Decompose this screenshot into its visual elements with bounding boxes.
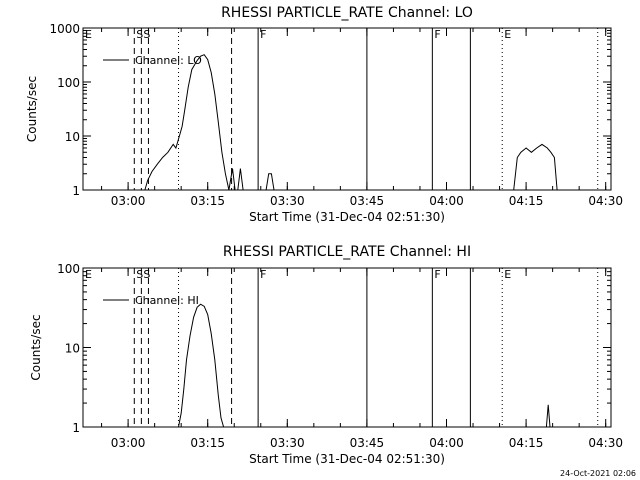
event-label: S bbox=[143, 268, 150, 281]
chart-title: RHESSI PARTICLE_RATE Channel: HI bbox=[223, 244, 471, 260]
footer-timestamp: 24-Oct-2021 02:06 bbox=[560, 469, 636, 478]
series-line bbox=[178, 303, 551, 428]
x-tick-label: 03:30 bbox=[270, 194, 305, 208]
y-tick-label: 1000 bbox=[49, 22, 80, 36]
x-tick-label: 04:15 bbox=[509, 436, 544, 450]
x-tick-label: 03:00 bbox=[111, 436, 146, 450]
event-label: S bbox=[136, 268, 143, 281]
y-axis-label: Counts/sec bbox=[25, 76, 39, 142]
plot-frame bbox=[82, 267, 612, 428]
x-tick-label: 03:30 bbox=[270, 436, 305, 450]
y-axis-label: Counts/sec bbox=[29, 314, 43, 380]
event-label: F bbox=[434, 28, 440, 41]
plot-frame bbox=[82, 27, 612, 191]
x-tick-label: 03:45 bbox=[350, 436, 385, 450]
event-label: S bbox=[136, 28, 143, 41]
y-tick-label: 1 bbox=[72, 184, 80, 198]
x-axis-label: Start Time (31-Dec-04 02:51:30) bbox=[249, 210, 445, 224]
chart-title: RHESSI PARTICLE_RATE Channel: LO bbox=[221, 5, 473, 21]
y-tick-label: 100 bbox=[57, 76, 80, 90]
y-tick-label: 100 bbox=[57, 262, 80, 276]
legend-label: Channel: LO bbox=[135, 54, 202, 67]
x-tick-label: 04:30 bbox=[588, 436, 623, 450]
legend-label: Channel: HI bbox=[135, 294, 199, 307]
event-label: E bbox=[85, 268, 92, 281]
event-label: F bbox=[260, 268, 266, 281]
chart-panel-lo: RHESSI PARTICLE_RATE Channel: LO E S S F F E 1 1… bbox=[25, 5, 623, 224]
x-axis-label: Start Time (31-Dec-04 02:51:30) bbox=[249, 452, 445, 466]
x-tick-label: 03:45 bbox=[350, 194, 385, 208]
x-tick-label: 04:00 bbox=[429, 194, 464, 208]
x-tick-label: 03:15 bbox=[190, 194, 225, 208]
x-tick-label: 04:00 bbox=[429, 436, 464, 450]
event-label: E bbox=[85, 28, 92, 41]
event-label: S bbox=[143, 28, 150, 41]
x-tick-label: 04:15 bbox=[509, 194, 544, 208]
series-line bbox=[144, 54, 558, 191]
x-tick-label: 04:30 bbox=[588, 194, 623, 208]
y-tick-label: 1 bbox=[72, 421, 80, 435]
event-label: F bbox=[260, 28, 266, 41]
event-label: E bbox=[504, 28, 511, 41]
y-tick-label: 10 bbox=[65, 130, 80, 144]
x-tick-label: 03:00 bbox=[111, 194, 146, 208]
y-tick-label: 10 bbox=[65, 342, 80, 356]
chart-panel-hi: RHESSI PARTICLE_RATE Channel: HI E S S F F E 1 1… bbox=[29, 244, 623, 466]
event-label: E bbox=[504, 268, 511, 281]
event-label: F bbox=[434, 268, 440, 281]
x-tick-label: 03:15 bbox=[190, 436, 225, 450]
